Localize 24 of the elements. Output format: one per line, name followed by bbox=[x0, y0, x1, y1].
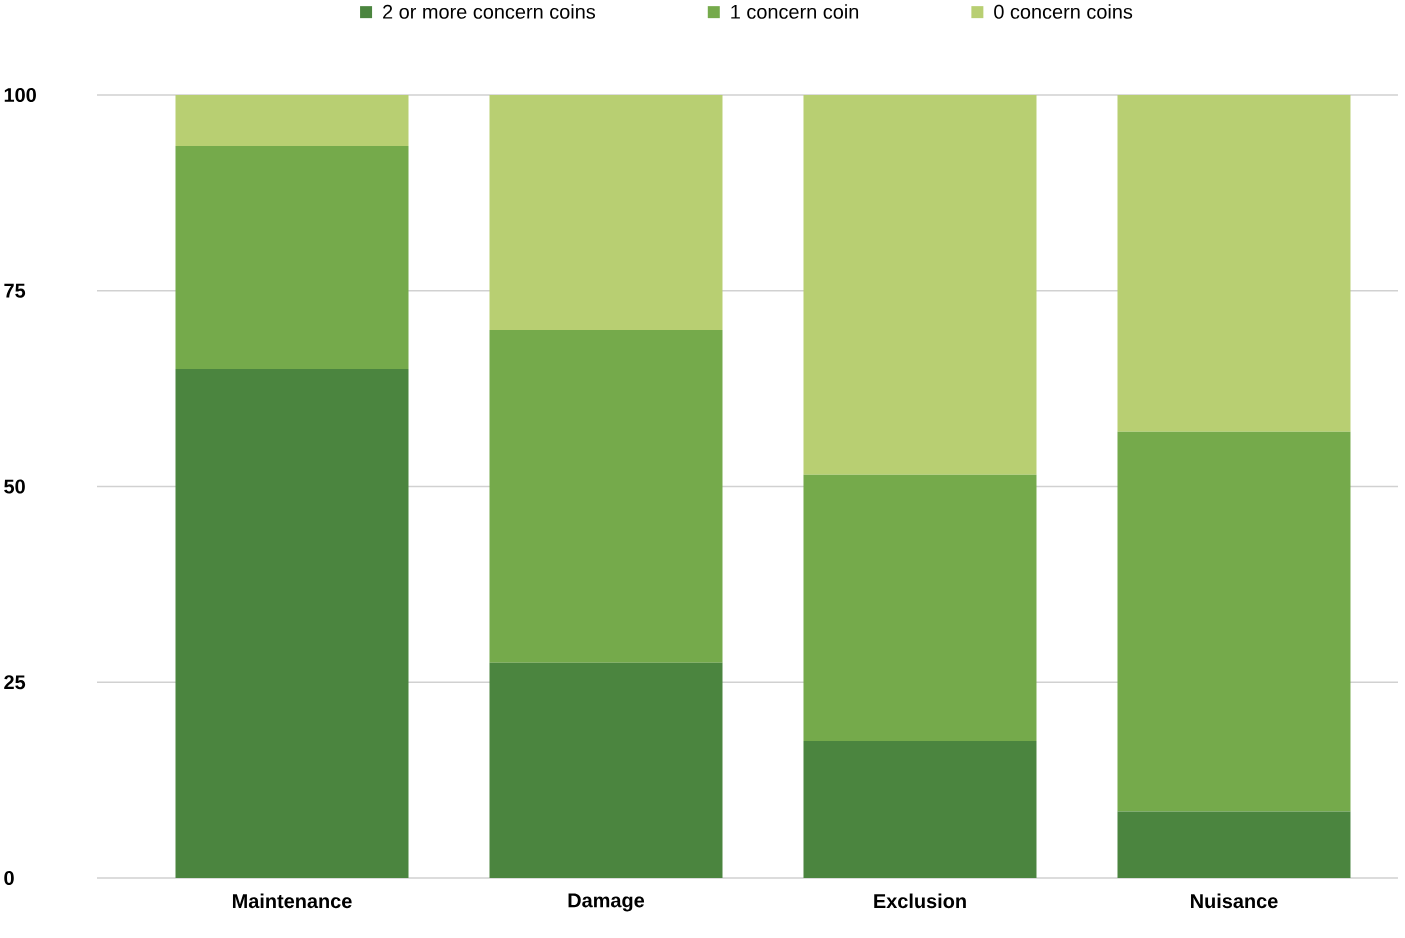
bar bbox=[489, 329, 723, 663]
bar bbox=[489, 662, 723, 878]
bar bbox=[803, 474, 1037, 741]
legend-label: 0 concern coins bbox=[994, 4, 1133, 19]
bar bbox=[1117, 431, 1351, 812]
bar bbox=[1117, 94, 1351, 432]
bar bbox=[175, 369, 409, 878]
bar bbox=[1117, 811, 1351, 878]
bar bbox=[803, 740, 1037, 878]
y-tick-label: 25 bbox=[4, 675, 26, 690]
legend-label: 1 concern coin bbox=[731, 4, 859, 19]
y-tick-label: 0 bbox=[4, 870, 14, 886]
y-tick-label: 50 bbox=[4, 479, 25, 494]
x-tick-label: Damage bbox=[568, 893, 645, 912]
bar bbox=[175, 94, 409, 146]
bar bbox=[803, 94, 1037, 475]
legend-label: 2 or more concern coins bbox=[383, 4, 596, 19]
x-tick-label: Nuisance bbox=[1191, 893, 1278, 909]
bar bbox=[175, 145, 409, 370]
x-tick-label: Exclusion bbox=[874, 893, 966, 909]
x-tick-label: Maintenance bbox=[232, 893, 352, 909]
bar bbox=[489, 94, 723, 330]
y-tick-label: 100 bbox=[4, 87, 36, 103]
y-tick-label: 75 bbox=[4, 283, 26, 298]
